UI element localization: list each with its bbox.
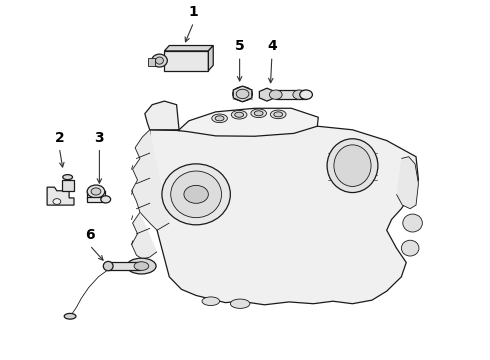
Polygon shape bbox=[150, 126, 418, 305]
Ellipse shape bbox=[87, 185, 105, 198]
Ellipse shape bbox=[334, 145, 371, 186]
Ellipse shape bbox=[270, 90, 282, 99]
Polygon shape bbox=[47, 187, 74, 205]
Polygon shape bbox=[164, 45, 213, 51]
Polygon shape bbox=[132, 212, 157, 259]
Text: 3: 3 bbox=[95, 131, 104, 145]
Polygon shape bbox=[148, 58, 155, 66]
Polygon shape bbox=[145, 101, 179, 130]
Ellipse shape bbox=[401, 240, 419, 256]
Ellipse shape bbox=[236, 89, 249, 99]
Polygon shape bbox=[233, 86, 252, 102]
Text: 4: 4 bbox=[267, 39, 277, 53]
Polygon shape bbox=[396, 157, 418, 209]
Ellipse shape bbox=[91, 188, 101, 195]
Ellipse shape bbox=[101, 196, 111, 203]
Bar bbox=[87, 197, 105, 202]
Ellipse shape bbox=[212, 114, 227, 123]
Bar bbox=[62, 180, 74, 191]
Ellipse shape bbox=[127, 258, 156, 274]
Polygon shape bbox=[177, 108, 318, 136]
Ellipse shape bbox=[231, 111, 247, 119]
Ellipse shape bbox=[64, 314, 76, 319]
Ellipse shape bbox=[53, 199, 61, 204]
Text: 5: 5 bbox=[235, 39, 245, 53]
Ellipse shape bbox=[251, 109, 267, 118]
Ellipse shape bbox=[103, 261, 113, 271]
Ellipse shape bbox=[134, 262, 149, 270]
Text: 2: 2 bbox=[54, 131, 64, 145]
Ellipse shape bbox=[152, 54, 167, 67]
Ellipse shape bbox=[171, 171, 221, 218]
Ellipse shape bbox=[300, 90, 313, 99]
Text: 1: 1 bbox=[189, 5, 198, 19]
Ellipse shape bbox=[63, 175, 73, 180]
Ellipse shape bbox=[184, 185, 208, 203]
Polygon shape bbox=[132, 130, 169, 230]
Ellipse shape bbox=[270, 110, 286, 119]
Ellipse shape bbox=[274, 112, 283, 117]
Text: 6: 6 bbox=[85, 228, 95, 242]
Polygon shape bbox=[208, 45, 213, 71]
Ellipse shape bbox=[327, 139, 378, 193]
Ellipse shape bbox=[403, 214, 422, 232]
Ellipse shape bbox=[162, 164, 230, 225]
Ellipse shape bbox=[254, 111, 263, 116]
Bar bbox=[108, 262, 140, 270]
Polygon shape bbox=[164, 51, 208, 71]
Ellipse shape bbox=[230, 299, 250, 309]
Ellipse shape bbox=[215, 116, 224, 121]
Bar bbox=[276, 90, 299, 99]
Ellipse shape bbox=[293, 90, 306, 99]
Ellipse shape bbox=[235, 112, 244, 117]
Ellipse shape bbox=[233, 87, 252, 101]
Polygon shape bbox=[259, 88, 274, 101]
Ellipse shape bbox=[202, 297, 220, 306]
Ellipse shape bbox=[156, 57, 163, 64]
